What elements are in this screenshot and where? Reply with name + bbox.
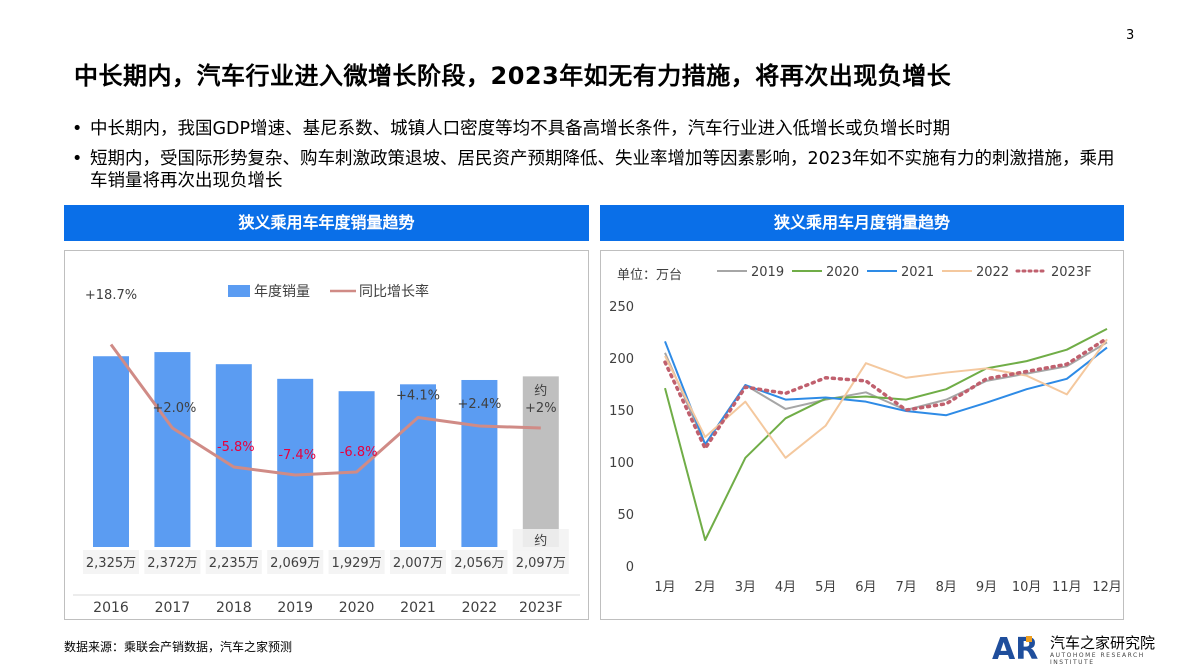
x-tick-label: 2月 [695, 580, 716, 595]
legend-label-bar: 年度销量 [254, 284, 310, 300]
x-tick-label: 11月 [1052, 580, 1082, 595]
bar-label-bg [205, 550, 262, 574]
x-tick-label: 2016 [93, 600, 129, 616]
bar-value-label: 2,235万 [209, 556, 259, 571]
bar-value-label: 2,325万 [86, 556, 136, 571]
bar-forecast-prefix: 约 [534, 534, 547, 549]
growth-rate-label: +2.4% [457, 397, 501, 412]
x-tick-label: 9月 [976, 580, 997, 595]
legend-swatch-bar [228, 285, 250, 297]
bar-label-bg [144, 550, 201, 574]
logo-subtitle: AUTOHOME RESEARCH INSTITUTE [1050, 652, 1145, 666]
legend-label-line: 同比增长率 [359, 283, 429, 300]
y-tick-label: 150 [609, 404, 634, 419]
legend-label: 2020 [826, 265, 859, 280]
bar [338, 391, 375, 547]
growth-rate-line [109, 343, 541, 477]
series-line-2020 [664, 327, 1108, 541]
bar [154, 352, 191, 547]
bar-label-bg [451, 550, 508, 574]
x-tick-label: 5月 [815, 580, 836, 595]
annual-sales-chart: 年度销量 同比增长率 2,325万 2016 2,372万 2017 2,235万 2018 2… [73, 283, 580, 616]
annual-chart-panel: 年度销量 同比增长率 2,325万 2016 2,372万 2017 2,235万 2018 2… [64, 250, 589, 620]
ar-logo-icon: AR [992, 632, 1038, 667]
x-tick-label: 2019 [277, 600, 313, 616]
x-tick-label: 3月 [735, 580, 756, 595]
bar [277, 378, 314, 547]
bar-value-label: 2,007万 [393, 556, 443, 571]
legend-label: 2021 [901, 265, 934, 280]
series-line-2023F [663, 336, 1109, 451]
x-tick-label: 12月 [1092, 580, 1122, 595]
series-line-2022 [664, 338, 1108, 459]
x-tick-label: 2017 [155, 600, 191, 616]
growth-rate-label: -7.4% [278, 448, 316, 463]
bar [522, 376, 559, 547]
annual-chart-header: 狭义乘用车年度销量趋势 [64, 205, 589, 241]
bullet-item: • 中长期内，我国GDP增速、基尼系数、城镇人口密度等均不具备高增长条件，汽车行… [72, 118, 1132, 140]
growth-forecast-prefix: 约 [534, 384, 547, 399]
y-tick-label: 250 [609, 300, 634, 315]
x-tick-label: 7月 [895, 580, 916, 595]
growth-rate-label: +2.0% [152, 401, 196, 416]
x-tick-label: 8月 [936, 580, 957, 595]
page-title: 中长期内，汽车行业进入微增长阶段，2023年如无有力措施，将再次出现负增长 [74, 62, 952, 90]
y-tick-label: 200 [609, 352, 634, 367]
x-tick-label: 2020 [339, 600, 375, 616]
logo-name: 汽车之家研究院 [1050, 634, 1156, 652]
bar-value-label: 2,097万 [516, 556, 566, 571]
bullet-marker: • [72, 119, 83, 139]
monthly-chart-panel: 单位：万台 0 50 100 150 200 250 1月 2月 3月 4月 5月 6月 7月 8月 9月 10… [600, 250, 1124, 620]
series-line-2021 [664, 340, 1108, 446]
x-tick-label: 2023F [519, 600, 563, 616]
autohome-research-logo: AR 汽车之家研究院 AUTOHOME RESEARCH INSTITUTE [990, 630, 1180, 667]
bullet-marker: • [72, 149, 83, 169]
bar-label-bg [328, 550, 385, 574]
x-tick-label: 4月 [775, 580, 796, 595]
bar-value-label: 2,069万 [270, 556, 320, 571]
bar-label-bg [512, 550, 569, 574]
forecast-prefix-bg [512, 529, 569, 551]
x-tick-label: 2021 [400, 600, 436, 616]
bullet-list: • 中长期内，我国GDP增速、基尼系数、城镇人口密度等均不具备高增长条件，汽车行… [72, 118, 1132, 200]
bullet-text: 短期内，受国际形势复杂、购车刺激政策退坡、居民资产预期降低、失业率增加等因素影响… [90, 149, 1115, 191]
x-tick-label: 6月 [855, 580, 876, 595]
growth-rate-label: +2% [525, 401, 557, 416]
x-tick-label: 2018 [216, 600, 252, 616]
y-tick-label: 100 [609, 456, 634, 471]
x-tick-label: 1月 [654, 580, 675, 595]
unit-label: 单位：万台 [617, 268, 682, 283]
bar-value-label: 2,372万 [147, 556, 197, 571]
growth-rate-label: +18.7% [85, 288, 137, 303]
monthly-chart-header: 狭义乘用车月度销量趋势 [600, 205, 1124, 241]
growth-rate-label: +4.1% [396, 389, 440, 404]
bar-label-bg [83, 550, 139, 574]
bar [93, 356, 129, 547]
x-tick-label: 10月 [1012, 580, 1042, 595]
growth-rate-label: -6.8% [340, 445, 378, 460]
y-tick-label: 0 [626, 560, 634, 575]
bullet-item: • 短期内，受国际形势复杂、购车刺激政策退坡、居民资产预期降低、失业率增加等因素… [72, 148, 1132, 192]
bar-value-label: 2,056万 [454, 556, 504, 571]
bar [400, 384, 436, 547]
bar-label-bg [267, 550, 324, 574]
legend-label: 2023F [1051, 265, 1092, 280]
legend-label: 2022 [976, 265, 1009, 280]
bar-label-bg [390, 550, 446, 574]
bar [215, 364, 252, 547]
page-number: 3 [1126, 28, 1135, 43]
growth-rate-label: -5.8% [217, 440, 255, 455]
x-tick-label: 2022 [462, 600, 498, 616]
legend-label: 2019 [751, 265, 784, 280]
bullet-text: 中长期内，我国GDP增速、基尼系数、城镇人口密度等均不具备高增长条件，汽车行业进… [90, 119, 951, 139]
y-tick-label: 50 [617, 508, 634, 523]
bar-value-label: 1,929万 [331, 556, 381, 571]
monthly-sales-chart: 单位：万台 0 50 100 150 200 250 1月 2月 3月 4月 5月 6月 7月 8月 9月 10… [609, 265, 1122, 595]
data-source-note: 数据来源：乘联会产销数据，汽车之家预测 [64, 640, 293, 654]
bar [461, 379, 498, 547]
